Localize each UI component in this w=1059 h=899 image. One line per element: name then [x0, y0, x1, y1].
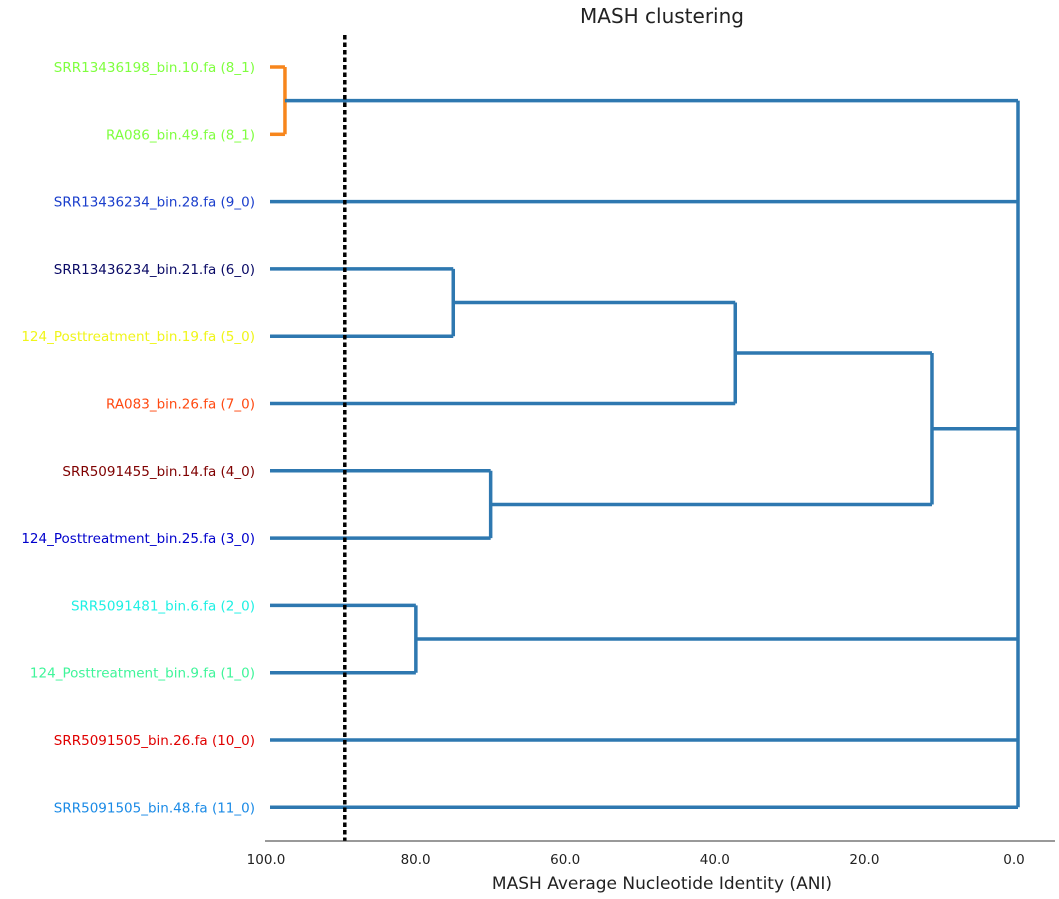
leaf-label: SRR13436198_bin.10.fa (8_1): [54, 60, 255, 76]
x-tick-label: 40.0: [700, 852, 730, 868]
x-tick-label: 0.0: [1003, 852, 1024, 868]
leaf-labels: SRR13436198_bin.10.fa (8_1) RA086_bin.49.…: [21, 60, 255, 816]
leaf-label: 124_Posttreatment_bin.9.fa (1_0): [30, 666, 255, 682]
leaf-label: RA086_bin.49.fa (8_1): [106, 127, 255, 143]
leaf-label: 124_Posttreatment_bin.25.fa (3_0): [21, 531, 255, 547]
leaf-label: SRR5091455_bin.14.fa (4_0): [62, 464, 255, 480]
x-axis-ticks: 100.0 80.0 60.0 40.0 20.0 0.0: [247, 852, 1025, 868]
leaf-label: SRR13436234_bin.28.fa (9_0): [54, 195, 255, 211]
x-tick-label: 20.0: [849, 852, 879, 868]
leaf-label: SRR5091481_bin.6.fa (2_0): [71, 598, 255, 614]
x-tick-label: 60.0: [550, 852, 580, 868]
leaf-label: SRR5091505_bin.48.fa (11_0): [54, 800, 255, 816]
x-tick-label: 100.0: [247, 852, 286, 868]
leaf-label: SRR5091505_bin.26.fa (10_0): [54, 733, 255, 749]
x-axis-label: MASH Average Nucleotide Identity (ANI): [492, 874, 832, 894]
leaf-label: SRR13436234_bin.21.fa (6_0): [54, 262, 255, 278]
dendrogram-branches: [270, 65, 1020, 810]
chart-title: MASH clustering: [580, 4, 744, 28]
leaf-label: 124_Posttreatment_bin.19.fa (5_0): [21, 329, 255, 345]
leaf-label: RA083_bin.26.fa (7_0): [106, 397, 255, 413]
x-tick-label: 80.0: [401, 852, 431, 868]
